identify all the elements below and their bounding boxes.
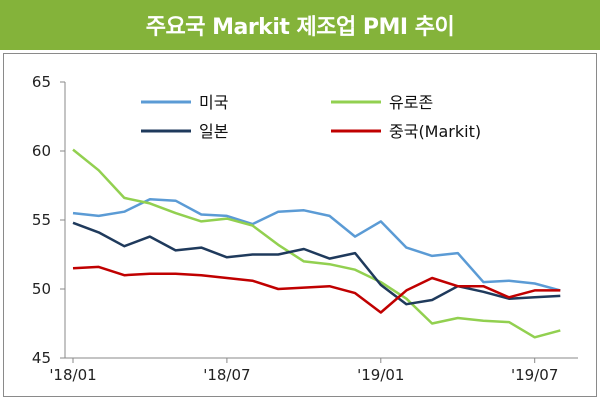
chart-title-bar: 주요국 Markit 제조업 PMI 추이 — [0, 0, 600, 50]
series-line-0 — [72, 198, 561, 292]
series-line-2 — [72, 221, 561, 306]
chart-title: 주요국 Markit 제조업 PMI 추이 — [145, 15, 455, 40]
legend-label: 일본 — [199, 122, 228, 141]
pmi-line-chart: 45 50 55 60 65 '18/01 '18/07 '19/01 '19/07 미국 유로존일… — [32, 73, 578, 384]
legend-label: 중국(Markit) — [389, 122, 481, 141]
x-tick-label: '18/07 — [203, 366, 250, 384]
y-tick-label: 55 — [32, 211, 51, 229]
y-tick-label: 50 — [32, 280, 51, 298]
y-tick-label: 60 — [32, 142, 51, 160]
legend-label: 미국 — [199, 93, 228, 112]
series-line-1 — [72, 148, 561, 339]
y-tick-label: 65 — [32, 73, 51, 91]
x-tick-label: '18/01 — [49, 366, 96, 384]
x-tick-label: '19/07 — [511, 366, 558, 384]
legend-label: 유로존 — [389, 93, 433, 112]
series-line-3 — [72, 265, 561, 314]
x-tick-label: '19/01 — [357, 366, 404, 384]
y-tick-label: 45 — [32, 349, 51, 367]
